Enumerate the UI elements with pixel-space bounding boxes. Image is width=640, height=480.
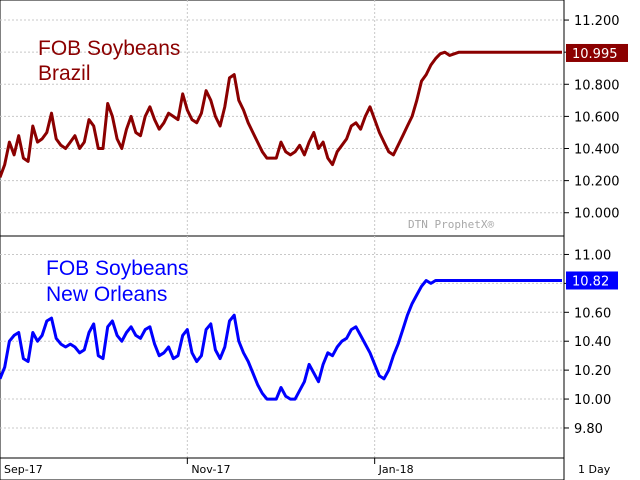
y-tick-label: 10.600 — [574, 110, 620, 125]
x-axis-ticks: Sep-17 Nov-17 Jan-18 — [0, 458, 414, 476]
y-tick-label: 10.20 — [574, 364, 611, 379]
y-tick-label: 10.200 — [574, 175, 620, 190]
x-tick-label: Sep-17 — [4, 463, 43, 476]
x-axis-frame — [0, 457, 565, 480]
new-orleans-gridlines — [0, 236, 564, 458]
period-label: 1 Day — [578, 463, 611, 476]
watermark: DTN ProphetX® — [408, 218, 494, 231]
new-orleans-plot-frame — [0, 235, 565, 459]
x-axis: Sep-17 Nov-17 Jan-18 1 Day — [0, 457, 611, 480]
brazil-title-line1: FOB Soybeans — [38, 37, 180, 60]
new-orleans-y-axis: 9.80 10.00 10.20 10.40 10.60 11.00 — [564, 248, 611, 437]
y-tick-label: 11.00 — [574, 248, 611, 263]
y-tick-label: 10.40 — [574, 335, 611, 350]
brazil-panel: 10.000 10.200 10.400 10.600 10.800 11.200 FOB… — [0, 0, 628, 237]
new-orleans-title-line2: New Orleans — [46, 283, 167, 306]
y-tick-label: 10.800 — [574, 78, 620, 93]
new-orleans-panel: 9.80 10.00 10.20 10.40 10.60 11.00 FOB Soybea… — [0, 235, 618, 459]
brazil-title-line2: Brazil — [38, 62, 91, 85]
y-tick-label: 10.60 — [574, 306, 611, 321]
brazil-y-axis: 10.000 10.200 10.400 10.600 10.800 11.200 — [564, 14, 620, 222]
y-tick-label: 10.400 — [574, 143, 620, 158]
new-orleans-price-line — [0, 279, 562, 401]
y-tick-label: 9.80 — [574, 422, 603, 437]
new-orleans-last-value-label: 10.82 — [572, 274, 609, 289]
new-orleans-last-value-tag: 10.82 — [566, 271, 618, 290]
brazil-price-line — [0, 50, 562, 178]
x-tick-label: Nov-17 — [191, 463, 230, 476]
brazil-last-value-tag: 10.995 — [566, 43, 628, 62]
y-tick-label: 10.00 — [574, 393, 611, 408]
y-tick-label: 10.000 — [574, 207, 620, 222]
brazil-last-value-label: 10.995 — [572, 47, 618, 62]
x-tick-label: Jan-18 — [378, 463, 414, 476]
y-tick-label: 11.200 — [574, 14, 620, 29]
new-orleans-title-line1: FOB Soybeans — [46, 257, 188, 280]
new-orleans-last-value-box — [566, 271, 618, 290]
brazil-plot-frame — [0, 0, 565, 237]
brazil-last-value-box — [566, 43, 628, 62]
